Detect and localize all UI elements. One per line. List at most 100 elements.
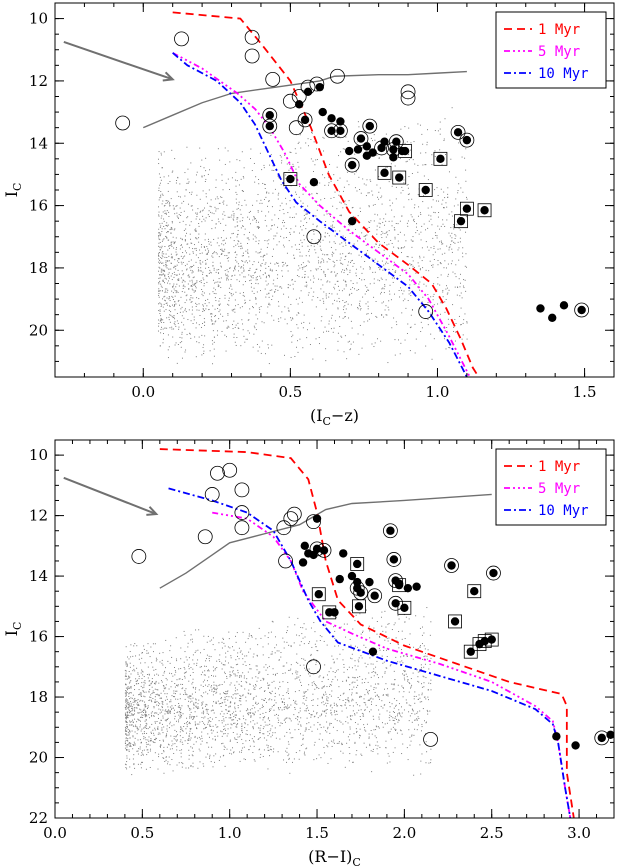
field-star-point	[223, 745, 225, 747]
field-star-point	[293, 699, 295, 701]
field-star-point	[425, 722, 427, 724]
field-star-point	[333, 241, 335, 243]
field-star-point	[383, 661, 385, 663]
field-star-point	[437, 225, 439, 227]
field-star-point	[129, 692, 131, 694]
field-star-point	[186, 232, 188, 234]
field-star-point	[180, 658, 182, 660]
field-star-point	[126, 707, 128, 709]
field-star-point	[203, 728, 205, 730]
field-star-point	[455, 264, 457, 266]
field-star-point	[215, 701, 217, 703]
field-star-point	[360, 753, 362, 755]
field-star-point	[382, 707, 384, 709]
field-star-point	[304, 270, 306, 272]
field-star-point	[134, 737, 136, 739]
field-star-point	[408, 618, 410, 620]
field-star-point	[257, 318, 259, 320]
field-star-point	[134, 707, 136, 709]
field-star-point	[298, 141, 300, 143]
field-star-point	[402, 293, 404, 295]
field-star-point	[236, 742, 238, 744]
field-star-point	[268, 632, 270, 634]
field-star-point	[231, 288, 233, 290]
field-star-point	[381, 302, 383, 304]
field-star-point	[268, 657, 270, 659]
field-star-point	[171, 245, 173, 247]
field-star-point	[288, 169, 290, 171]
field-star-point	[299, 664, 301, 666]
field-star-point	[189, 298, 191, 300]
field-star-point	[264, 240, 266, 242]
field-star-point	[331, 224, 333, 226]
field-star-point	[455, 323, 457, 325]
field-star-point	[299, 750, 301, 752]
field-star-point	[281, 723, 283, 725]
field-star-point	[431, 164, 433, 166]
circled-dot-ring	[262, 118, 278, 134]
field-star-point	[408, 691, 410, 693]
field-star-point	[227, 303, 229, 305]
field-star-point	[432, 237, 434, 239]
field-star-point	[433, 338, 435, 340]
field-star-point	[188, 739, 190, 741]
field-star-point	[158, 694, 160, 696]
field-star-point	[309, 344, 311, 346]
field-star-point	[427, 301, 429, 303]
field-star-point	[371, 343, 373, 345]
field-star-point	[207, 214, 209, 216]
field-star-point	[234, 738, 236, 740]
field-star-point	[393, 683, 395, 685]
field-star-point	[152, 729, 154, 731]
field-star-point	[305, 255, 307, 257]
field-star-point	[363, 235, 365, 237]
field-star-point	[422, 164, 424, 166]
field-star-point	[277, 722, 279, 724]
field-star-point	[393, 293, 395, 295]
field-star-point	[176, 660, 178, 662]
field-star-point	[125, 730, 127, 732]
field-star-point	[153, 705, 155, 707]
field-star-point	[430, 683, 432, 685]
field-star-point	[189, 733, 191, 735]
field-star-point	[403, 179, 405, 181]
field-star-point	[409, 715, 411, 717]
field-star-point	[222, 213, 224, 215]
field-star-point	[191, 306, 193, 308]
field-star-point	[177, 260, 179, 262]
field-star-point	[150, 699, 152, 701]
field-star-point	[387, 693, 389, 695]
field-star-point	[288, 240, 290, 242]
field-star-point	[201, 293, 203, 295]
field-star-point	[322, 739, 324, 741]
field-star-point	[197, 659, 199, 661]
field-star-point	[265, 215, 267, 217]
field-star-point	[191, 272, 193, 274]
field-star-point	[350, 719, 352, 721]
field-star-point	[386, 314, 388, 316]
field-star-point	[299, 255, 301, 257]
field-star-point	[239, 292, 241, 294]
field-star-point	[163, 321, 165, 323]
field-star-point	[337, 280, 339, 282]
field-star-point	[238, 647, 240, 649]
field-star-point	[336, 259, 338, 261]
field-star-point	[165, 261, 167, 263]
field-star-point	[247, 724, 249, 726]
field-star-point	[161, 193, 163, 195]
field-star-point	[402, 300, 404, 302]
field-star-point	[214, 761, 216, 763]
field-star-point	[328, 292, 330, 294]
field-star-point	[149, 766, 151, 768]
field-star-point	[215, 315, 217, 317]
field-star-point	[188, 738, 190, 740]
field-star-point	[184, 328, 186, 330]
filled-circle-point	[536, 304, 545, 313]
field-star-point	[271, 653, 273, 655]
field-star-point	[211, 323, 213, 325]
field-star-point	[414, 204, 416, 206]
field-star-point	[209, 689, 211, 691]
field-star-point	[426, 607, 428, 609]
field-star-point	[232, 293, 234, 295]
field-star-point	[249, 267, 251, 269]
